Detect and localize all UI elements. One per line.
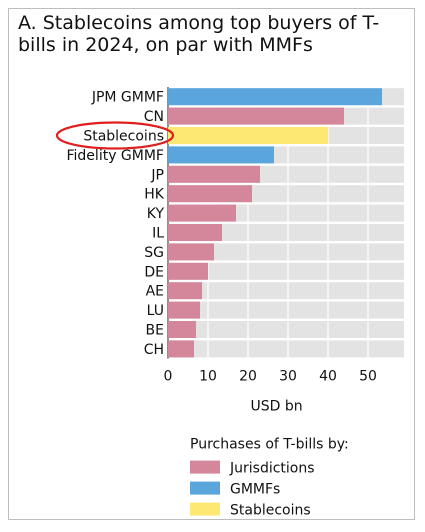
category-label-jp: JP <box>150 167 164 183</box>
category-label-sg: SG <box>144 245 164 261</box>
x-tick-label-50: 50 <box>359 369 377 385</box>
bar-ky <box>168 204 236 222</box>
legend-swatch-stablecoins <box>190 502 220 516</box>
category-labels: JPM GMMF CN Stablecoins Fidelity GMMF JP HK KY… <box>67 90 165 358</box>
legend-label-gmmfs: GMMFs <box>230 482 280 498</box>
bar-cn <box>168 107 344 125</box>
band-be <box>168 321 404 338</box>
legend-title: Purchases of T-bills by: <box>190 437 349 453</box>
category-label-il: IL <box>152 226 164 242</box>
category-label-lu: LU <box>147 303 164 319</box>
category-label-ky: KY <box>147 206 165 222</box>
bar-stablecoins <box>168 127 328 144</box>
band-il <box>168 224 404 241</box>
x-tick-labels: 0 10 20 30 40 50 <box>164 369 377 385</box>
x-tick-label-20: 20 <box>239 369 257 385</box>
bar-sg <box>168 243 214 261</box>
bar-jp <box>168 165 260 183</box>
bar-ch <box>168 340 194 358</box>
category-label-ch: CH <box>144 342 164 358</box>
bar-de <box>168 262 208 280</box>
category-label-be: BE <box>146 323 164 339</box>
category-label-ae: AE <box>146 284 164 300</box>
band-ae <box>168 282 404 300</box>
bar-fidelity-gmmf <box>168 146 274 164</box>
category-label-cn: CN <box>144 109 164 125</box>
legend-swatch-gmmfs <box>190 481 220 495</box>
bar-jpm-gmmf <box>168 88 382 106</box>
legend-swatch-jurisdictions <box>190 460 220 474</box>
x-tick-label-30: 30 <box>279 369 297 385</box>
category-label-de: DE <box>144 264 164 280</box>
bar-ae <box>168 282 202 300</box>
category-label-hk: HK <box>144 187 165 203</box>
bar-be <box>168 321 196 338</box>
legend-label-jurisdictions: Jurisdictions <box>229 461 315 477</box>
bar-lu <box>168 301 200 319</box>
band-de <box>168 262 404 280</box>
legend: Purchases of T-bills by: Jurisdictions GMM… <box>190 437 349 519</box>
x-axis-title: USD bn <box>250 399 302 415</box>
bar-il <box>168 224 222 241</box>
x-tick-label-10: 10 <box>199 369 217 385</box>
category-label-fidelity-gmmf: Fidelity GMMF <box>67 148 165 164</box>
x-tick-label-40: 40 <box>319 369 337 385</box>
category-label-jpm-gmmf: JPM GMMF <box>91 90 164 106</box>
highlight-ellipse <box>55 121 175 150</box>
band-ch <box>168 340 404 358</box>
bar-hk <box>168 185 252 203</box>
highlight-marker <box>55 121 175 150</box>
legend-label-stablecoins: Stablecoins <box>230 503 311 519</box>
band-lu <box>168 301 404 319</box>
category-label-stablecoins: Stablecoins <box>83 129 164 145</box>
bars <box>168 88 382 358</box>
chart-title: A. Stablecoins among top buyers of T-bil… <box>18 12 380 56</box>
x-tick-label-0: 0 <box>164 369 173 385</box>
band-sg <box>168 243 404 261</box>
